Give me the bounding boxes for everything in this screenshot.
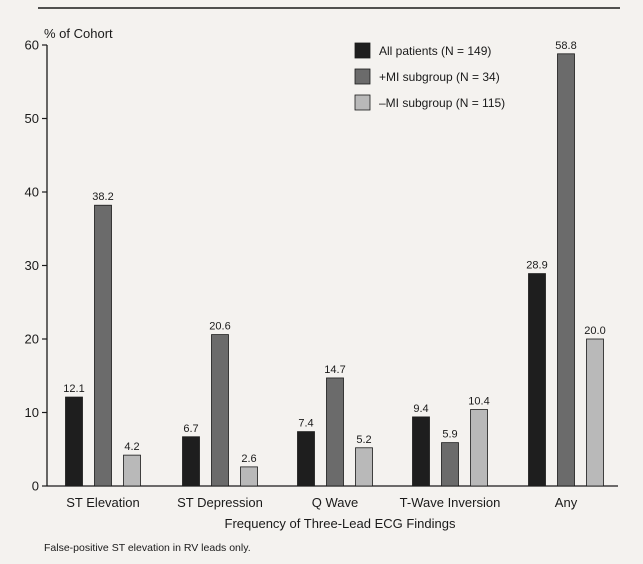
bar bbox=[412, 416, 430, 487]
legend: All patients (N = 149) +MI subgroup (N = … bbox=[354, 42, 505, 111]
y-tick-label: 60 bbox=[25, 38, 39, 53]
bar-value-label: 38.2 bbox=[92, 191, 113, 203]
x-category-label: Any bbox=[555, 495, 578, 510]
bar-value-label: 58.8 bbox=[555, 40, 576, 52]
bar-value-label: 5.2 bbox=[356, 434, 371, 446]
bar bbox=[441, 442, 459, 487]
bar-value-label: 12.1 bbox=[63, 383, 84, 395]
bar bbox=[94, 204, 112, 487]
bar bbox=[557, 53, 575, 487]
bar-value-label: 6.7 bbox=[183, 423, 198, 435]
bar bbox=[470, 409, 488, 487]
bar-value-label: 9.4 bbox=[413, 403, 428, 415]
bar-value-label: 5.9 bbox=[442, 429, 457, 441]
bar-value-label: 2.6 bbox=[241, 453, 256, 465]
bar-group: 6.7 20.6 2.6 ST Depression bbox=[177, 321, 263, 510]
y-tick-label: 10 bbox=[25, 405, 39, 420]
bar bbox=[528, 273, 546, 487]
x-category-label: T-Wave Inversion bbox=[400, 495, 501, 510]
bar bbox=[211, 334, 229, 487]
legend-label: +MI subgroup (N = 34) bbox=[379, 70, 500, 84]
bar-group: 9.4 5.9 10.4 T-Wave Inversion bbox=[400, 396, 501, 510]
y-tick-label: 50 bbox=[25, 111, 39, 126]
bar-value-label: 20.6 bbox=[209, 321, 230, 333]
bar-group: 7.4 14.7 5.2 Q Wave bbox=[297, 364, 373, 510]
legend-swatch bbox=[354, 94, 371, 111]
y-tick-label: 20 bbox=[25, 332, 39, 347]
bar bbox=[355, 447, 373, 487]
bar-value-label: 28.9 bbox=[526, 260, 547, 272]
legend-swatch bbox=[354, 68, 371, 85]
legend-label: All patients (N = 149) bbox=[379, 44, 491, 58]
bars: 12.1 38.2 4.2 ST Elevation 6.7 20.6 2.6 ST Depr… bbox=[63, 40, 605, 510]
bar bbox=[182, 436, 200, 487]
bar-value-label: 7.4 bbox=[298, 418, 313, 430]
legend-swatch bbox=[354, 42, 371, 59]
bar bbox=[123, 454, 141, 487]
legend-label: –MI subgroup (N = 115) bbox=[379, 96, 505, 110]
x-category-label: ST Depression bbox=[177, 495, 263, 510]
bar bbox=[65, 396, 83, 487]
bar bbox=[297, 431, 315, 487]
bar-value-label: 4.2 bbox=[124, 441, 139, 453]
y-tick-label: 0 bbox=[32, 479, 39, 494]
bar-group: 12.1 38.2 4.2 ST Elevation bbox=[63, 191, 141, 510]
x-axis-title: Frequency of Three-Lead ECG Findings bbox=[225, 516, 456, 531]
bar-value-label: 14.7 bbox=[324, 364, 345, 376]
bar-group: 28.9 58.8 20.0 Any bbox=[526, 40, 605, 510]
bar bbox=[326, 377, 344, 487]
bar bbox=[586, 338, 604, 487]
x-category-label: ST Elevation bbox=[66, 495, 139, 510]
bar-value-label: 20.0 bbox=[584, 325, 605, 337]
bar-value-label: 10.4 bbox=[468, 396, 489, 408]
footnote: False-positive ST elevation in RV leads … bbox=[44, 542, 251, 554]
y-tick-label: 30 bbox=[25, 258, 39, 273]
y-axis-title: % of Cohort bbox=[44, 26, 113, 41]
x-category-label: Q Wave bbox=[312, 495, 358, 510]
bar bbox=[240, 466, 258, 487]
y-tick-label: 40 bbox=[25, 185, 39, 200]
